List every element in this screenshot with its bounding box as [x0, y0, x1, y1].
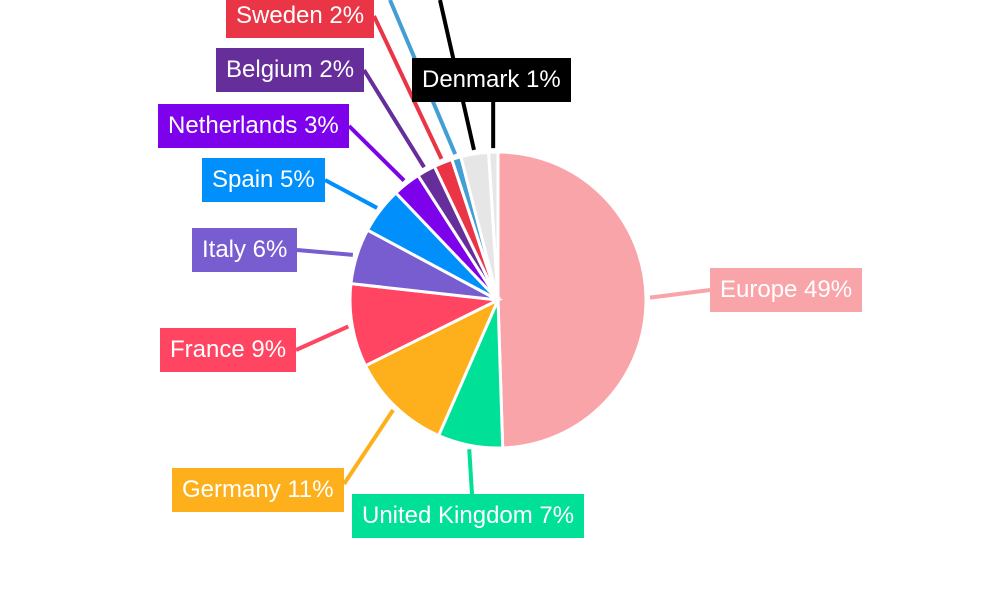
- pie-slice-france[interactable]: [348, 281, 504, 368]
- label-belgium: Belgium 2%: [216, 48, 365, 92]
- label-europe: Europe 49%: [710, 268, 863, 312]
- leader-line: [347, 124, 406, 182]
- leader-line: [296, 248, 354, 257]
- label-france: France 9%: [160, 328, 297, 372]
- leader-line: [324, 178, 378, 210]
- label-denmark: Denmark 1%: [412, 58, 571, 102]
- leader-line: [342, 408, 395, 486]
- pie-slice-europe[interactable]: [496, 150, 648, 450]
- label-united-kingdom: United Kingdom 7%: [352, 494, 585, 538]
- label-spain: Spain 5%: [202, 158, 325, 202]
- leader-line: [362, 68, 426, 169]
- leader-line: [372, 15, 444, 160]
- label-netherlands: Netherlands 3%: [158, 104, 349, 148]
- label-sweden: Sweden 2%: [226, 0, 375, 38]
- leader-line: [295, 324, 350, 352]
- pie-slice-denmark[interactable]: [487, 150, 500, 301]
- label-italy: Italy 6%: [192, 228, 298, 272]
- leader-line: [649, 288, 711, 300]
- leader-line: [467, 449, 474, 495]
- pie-slice-germany[interactable]: [363, 296, 502, 438]
- label-germany: Germany 11%: [172, 468, 344, 512]
